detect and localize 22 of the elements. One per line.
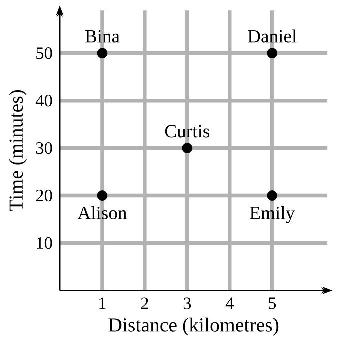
x-tick-label: 2: [141, 298, 148, 310]
point: [182, 143, 192, 154]
x-axis-title: Distance (kilometres): [108, 318, 278, 336]
y-axis-title: Time (minutes): [8, 90, 27, 212]
x-tick-label: 3: [184, 298, 191, 310]
x-tick-label: 1: [100, 298, 106, 310]
annotation: Daniel: [248, 30, 297, 43]
x-tick-label: 4: [226, 298, 234, 310]
y-tick-label: 40: [36, 94, 52, 107]
y-tick-label: 10: [36, 237, 52, 250]
point: [267, 190, 278, 201]
annotation: Alison: [78, 206, 127, 220]
y-tick-label: 50: [36, 48, 52, 60]
x-tick-label: 5: [268, 298, 276, 310]
annotation: Curtis: [165, 125, 210, 138]
annotation: Emily: [250, 206, 295, 224]
point: [97, 190, 108, 201]
y-tick-label: 30: [36, 142, 52, 154]
point: [267, 48, 278, 59]
y-tick-label: 20: [36, 190, 52, 202]
point: [97, 48, 108, 59]
annotation: Bina: [85, 30, 120, 43]
